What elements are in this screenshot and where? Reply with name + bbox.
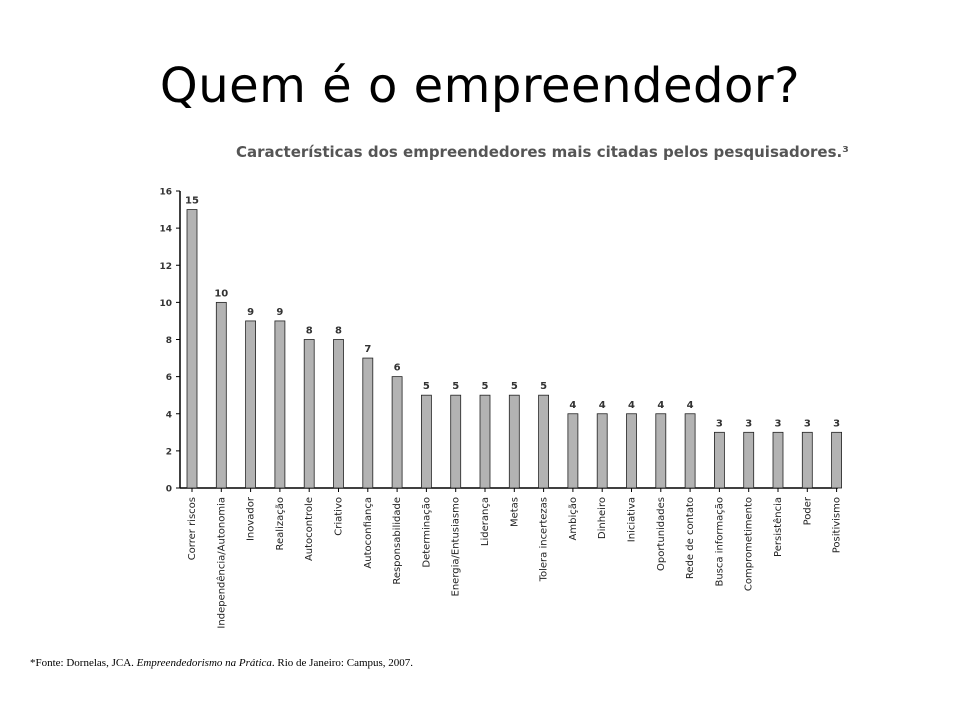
y-tick-label: 0 — [166, 485, 172, 495]
category-label: Oportunidades — [656, 497, 667, 571]
category-label: Dinheiro — [597, 497, 608, 539]
bar — [626, 413, 637, 489]
y-tick-label: 4 — [166, 410, 172, 420]
bar-value-label: 4 — [657, 400, 664, 411]
y-tick-label: 6 — [166, 373, 172, 383]
category-label: Iniciativa — [627, 497, 638, 542]
bar — [186, 209, 198, 489]
source-footnote: *Fonte: Dornelas, JCA. Empreendedorismo … — [30, 657, 413, 669]
bar-value-label: 10 — [214, 288, 228, 299]
bar — [567, 413, 579, 489]
category-label: Comprometimento — [744, 497, 755, 591]
bar-value-label: 8 — [306, 326, 313, 337]
chart-title: Características dos empreendedores mais … — [236, 143, 849, 161]
y-tick-label: 10 — [159, 299, 172, 309]
category-label: Autoconfiança — [363, 497, 374, 569]
bar — [391, 376, 403, 489]
category-label: Energia/Entusiasmo — [451, 497, 462, 596]
bar — [303, 339, 315, 489]
footnote-suffix: . Rio de Janeiro: Campus, 2007. — [271, 657, 414, 669]
category-label: Positivismo — [832, 497, 843, 553]
bar — [743, 431, 755, 489]
bar — [479, 394, 491, 489]
category-label: Criativo — [334, 497, 345, 536]
bar — [538, 394, 549, 489]
bar-value-label: 7 — [364, 344, 371, 355]
bar — [420, 394, 432, 489]
bar-value-label: 4 — [687, 400, 694, 411]
category-label: Liderança — [480, 497, 491, 546]
slide-title: Quem é o empreendedor? — [159, 58, 801, 114]
bar — [831, 431, 842, 489]
y-tick-label: 14 — [159, 225, 172, 235]
bar-value-label: 5 — [540, 381, 547, 392]
category-label: Independência/Autonomia — [215, 497, 227, 629]
category-label: Tolera incertezas — [539, 497, 550, 582]
bar-value-label: 9 — [276, 307, 283, 318]
category-label: Poder — [802, 496, 813, 525]
bar-chart: 0 2 4 6 8 10 12 14 16 15 Correr riscos 10 Independên… — [159, 188, 843, 629]
category-label: Autocontrole — [304, 497, 315, 561]
bar-value-label: 6 — [394, 363, 401, 374]
y-tick-label: 16 — [159, 188, 172, 198]
bar-value-label: 8 — [335, 326, 342, 337]
bar-value-label: 4 — [599, 400, 606, 411]
bar-value-label: 3 — [745, 418, 752, 429]
bar — [450, 394, 462, 489]
bar-value-label: 15 — [185, 196, 199, 207]
bar — [274, 320, 286, 489]
category-label: Responsabilidade — [392, 497, 403, 585]
category-label: Metas — [509, 497, 520, 527]
bar — [655, 413, 667, 489]
bar — [215, 301, 227, 489]
bar-value-label: 5 — [511, 381, 518, 392]
bar-value-label: 4 — [569, 400, 576, 411]
bar-value-label: 3 — [804, 418, 811, 429]
category-label: Realização — [275, 497, 286, 550]
bar — [801, 431, 813, 489]
category-label: Correr riscos — [187, 497, 198, 560]
category-label: Inovador — [246, 496, 257, 541]
bar — [362, 357, 374, 489]
bar-value-label: 5 — [482, 381, 489, 392]
bar — [245, 320, 257, 489]
bar-value-label: 3 — [775, 418, 782, 429]
footnote-prefix: *Fonte: Dornelas, JCA. — [30, 657, 137, 669]
bar-value-label: 3 — [716, 418, 723, 429]
bar-value-label: 4 — [628, 400, 635, 411]
category-label: Rede de contato — [685, 497, 696, 579]
category-label: Busca informação — [714, 497, 725, 587]
bar-value-label: 5 — [452, 381, 459, 392]
category-label: Determinação — [421, 497, 432, 568]
bar-value-label: 3 — [833, 418, 840, 429]
y-tick-label: 8 — [166, 336, 172, 346]
bar-value-label: 9 — [247, 307, 254, 318]
bar — [714, 431, 725, 489]
bar-value-label: 5 — [423, 381, 430, 392]
category-label: Ambição — [568, 497, 579, 540]
bar — [508, 394, 520, 489]
y-tick-label: 12 — [159, 262, 172, 272]
y-tick-label: 2 — [166, 447, 172, 457]
bar — [333, 339, 344, 489]
bar — [684, 413, 696, 489]
footnote-book-title: Empreendedorismo na Prática — [136, 657, 272, 669]
bar — [772, 431, 784, 489]
bar — [596, 413, 608, 489]
category-label: Persistência — [772, 497, 784, 557]
